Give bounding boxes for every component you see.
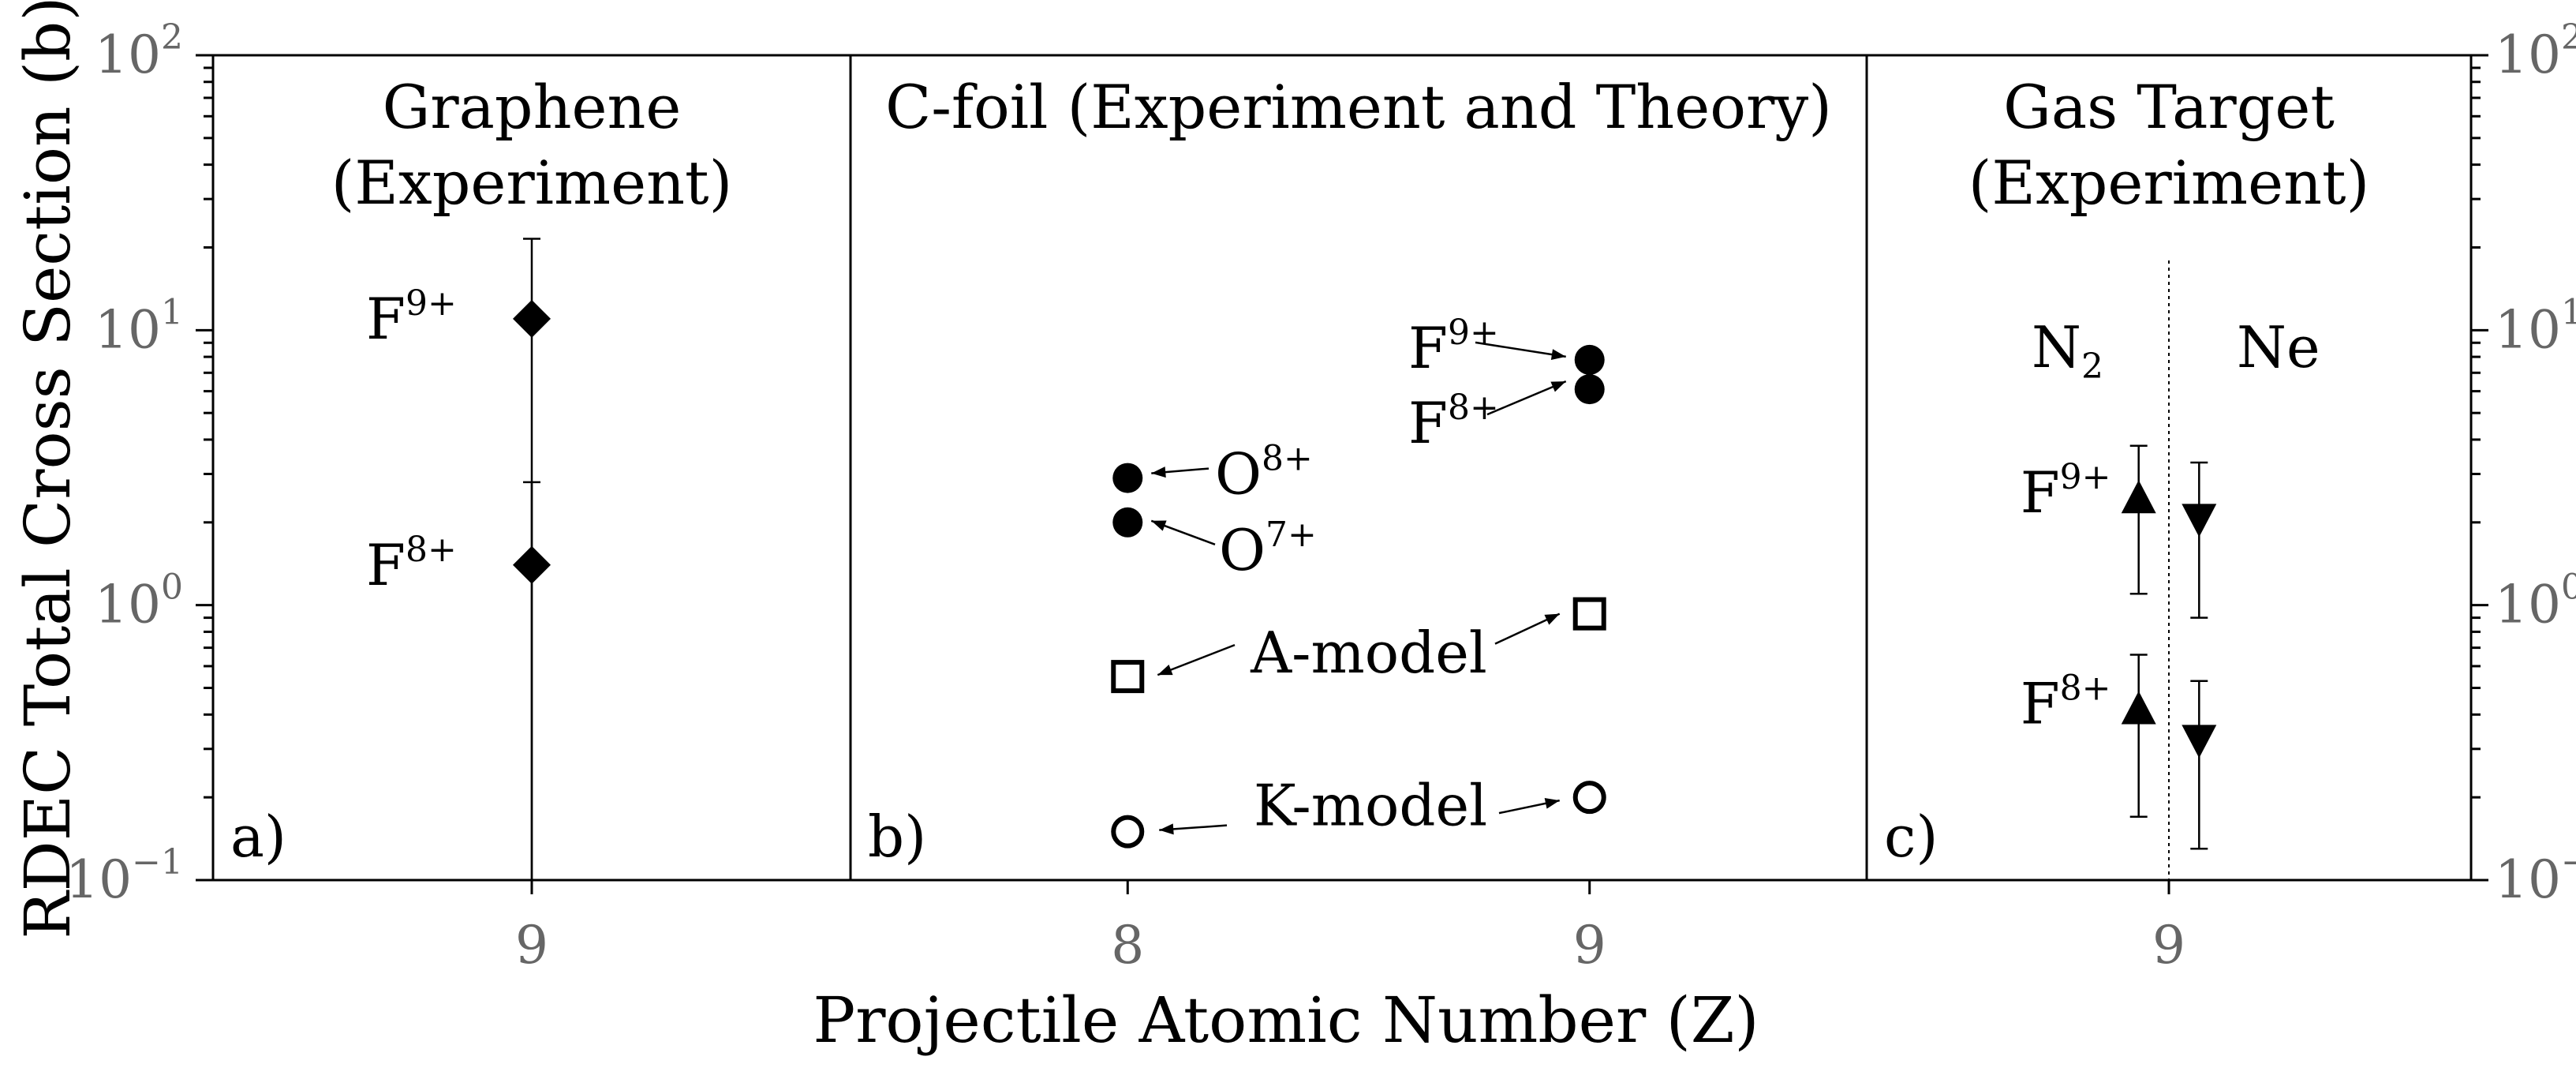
panel-frame-b bbox=[849, 54, 1868, 882]
y-tick-label-left: 102 bbox=[95, 17, 183, 85]
x-tick-label-b: 9 bbox=[1573, 915, 1606, 976]
point-b-0-0 bbox=[1112, 463, 1143, 493]
point-a-0-0 bbox=[513, 299, 551, 338]
arrow-k-model-9 bbox=[1498, 797, 1560, 815]
arrow-head bbox=[1151, 466, 1166, 478]
arrow-shaft bbox=[1486, 380, 1567, 416]
y-tick-label-right: 10−1 bbox=[2495, 842, 2576, 910]
point-label-a-1: F8+ bbox=[366, 530, 457, 598]
y-tick-label-right: 101 bbox=[2495, 292, 2576, 360]
arrow-shaft bbox=[1475, 341, 1566, 358]
point-a-0-1 bbox=[513, 545, 551, 584]
arrow-head bbox=[1550, 349, 1566, 361]
x-axis-label: Projectile Atomic Number (Z) bbox=[813, 983, 1759, 1057]
panel-title-c-line-2: (Experiment) bbox=[1968, 148, 2369, 218]
point-b-2-1 bbox=[1572, 781, 1606, 815]
point-c-0-0 bbox=[2121, 480, 2156, 514]
x-tick-label-b: 8 bbox=[1111, 915, 1144, 976]
arrow-head bbox=[1157, 665, 1173, 676]
panel-title-a-line-2: (Experiment) bbox=[331, 148, 732, 218]
series-label-a-model: A-model bbox=[1250, 620, 1487, 686]
panel-letter-a: a) bbox=[230, 804, 286, 870]
y-tick-label-left: 101 bbox=[95, 292, 183, 360]
arrow-a-model-9 bbox=[1494, 613, 1561, 645]
arrow-k-model-8 bbox=[1159, 823, 1228, 835]
point-label-a-0: F9+ bbox=[366, 283, 457, 352]
arrow-F9 bbox=[1475, 341, 1566, 361]
arrow-head bbox=[1159, 823, 1174, 835]
arrow-O8 bbox=[1151, 466, 1209, 478]
y-tick-label-left: 10−1 bbox=[65, 842, 183, 910]
arrow-head bbox=[1151, 520, 1167, 531]
point-c-1-1 bbox=[2182, 725, 2217, 759]
y-tick-label-right: 102 bbox=[2495, 17, 2576, 85]
y-tick-label-left: 100 bbox=[95, 568, 183, 635]
panel-letter-b: b) bbox=[868, 804, 926, 870]
target-label-ne: Ne bbox=[2237, 314, 2320, 380]
arrow-head bbox=[1550, 381, 1566, 392]
point-label-O8: O8+ bbox=[1215, 439, 1313, 508]
arrow-head bbox=[1544, 797, 1560, 809]
point-label-F9: F9+ bbox=[1408, 313, 1499, 381]
point-c-0-1 bbox=[2121, 691, 2156, 725]
point-b-1-0 bbox=[1111, 660, 1145, 694]
panel-title-a-line-1: Graphene bbox=[383, 72, 682, 142]
point-c-1-0 bbox=[2182, 504, 2217, 538]
point-b-0-2 bbox=[1574, 344, 1605, 375]
point-b-0-1 bbox=[1112, 507, 1143, 538]
y-axis-label: RDEC Total Cross Section (b) bbox=[11, 0, 84, 939]
arrow-F8 bbox=[1486, 380, 1567, 416]
arrow-head bbox=[1544, 613, 1560, 625]
arrow-a-model-8 bbox=[1157, 643, 1236, 676]
panel-letter-c: c) bbox=[1884, 804, 1938, 870]
point-b-2-0 bbox=[1111, 815, 1145, 849]
point-label-O7: O7+ bbox=[1219, 515, 1317, 583]
panel-title-b-line-1: C-foil (Experiment and Theory) bbox=[885, 72, 1832, 142]
arrow-O7 bbox=[1150, 519, 1216, 545]
point-b-0-3 bbox=[1574, 374, 1605, 405]
point-b-1-1 bbox=[1572, 597, 1606, 631]
y-tick-label-right: 100 bbox=[2495, 568, 2576, 635]
point-label-c-1: F8+ bbox=[2021, 669, 2111, 737]
x-tick-label-c: 9 bbox=[2152, 915, 2185, 976]
point-label-F8: F8+ bbox=[1408, 388, 1499, 456]
series-label-k-model: K-model bbox=[1254, 773, 1487, 839]
point-label-c-0: F9+ bbox=[2021, 457, 2111, 526]
target-label-n2: N2 bbox=[2032, 314, 2103, 387]
x-tick-label-a: 9 bbox=[515, 915, 548, 976]
panel-title-c-line-1: Gas Target bbox=[2003, 72, 2335, 142]
